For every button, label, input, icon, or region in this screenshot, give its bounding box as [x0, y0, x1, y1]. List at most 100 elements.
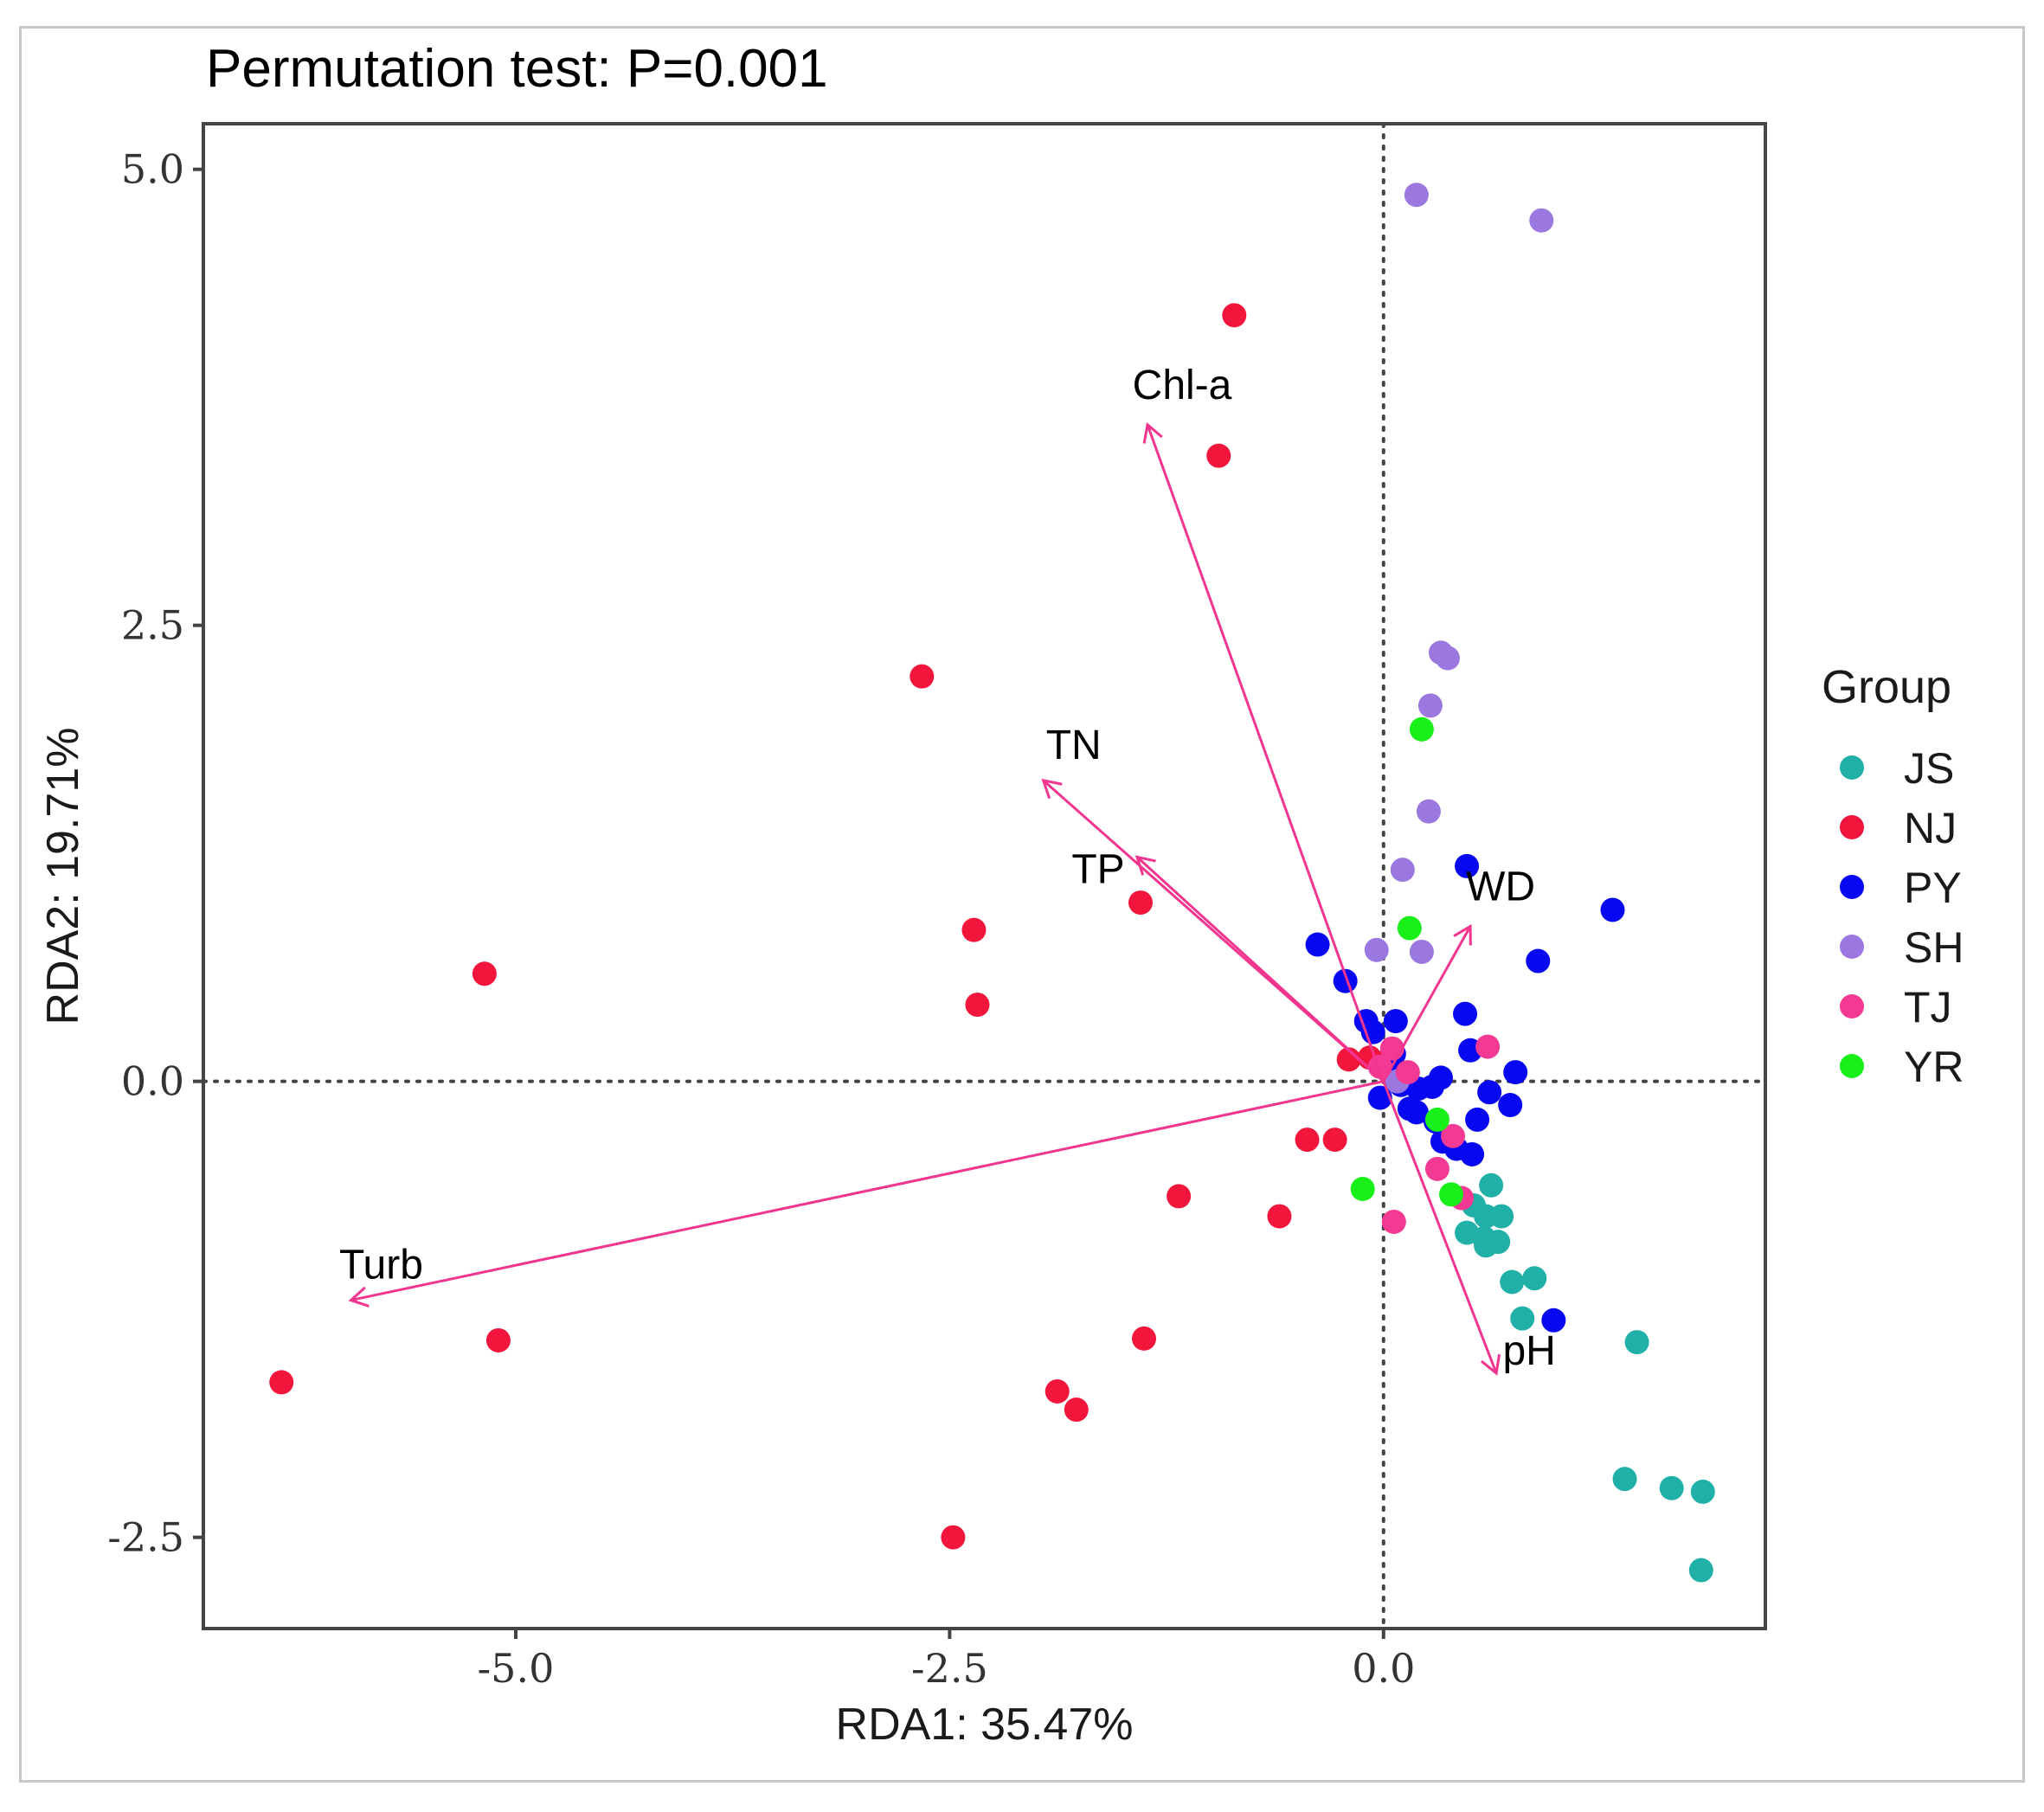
point-py	[1465, 1107, 1490, 1132]
legend-key-tj	[1840, 994, 1864, 1018]
point-sh	[1417, 693, 1443, 718]
vector-label: pH	[1502, 1328, 1555, 1374]
y-tick-label: -2.5	[107, 1514, 184, 1561]
legend-key-yr	[1840, 1054, 1864, 1078]
point-nj	[1206, 443, 1231, 468]
legend-title: Group	[1822, 661, 1951, 713]
vector-turb	[350, 1080, 1385, 1302]
point-nj	[1128, 890, 1153, 916]
legend-label: JS	[1904, 744, 1954, 793]
point-py	[1305, 932, 1330, 957]
point-tj	[1441, 1123, 1465, 1148]
point-tj	[1381, 1209, 1406, 1234]
scatter-points	[269, 183, 1715, 1583]
x-tick-label: 0.0	[1352, 1645, 1415, 1692]
point-nj	[1222, 303, 1247, 328]
x-tick-label: -2.5	[911, 1645, 988, 1692]
point-nj	[1132, 1326, 1157, 1351]
legend-key-js	[1840, 755, 1864, 780]
point-nj	[485, 1327, 511, 1353]
point-nj	[965, 993, 990, 1018]
point-sh	[1390, 858, 1415, 883]
vector-tp	[1135, 856, 1385, 1083]
point-js	[1474, 1233, 1499, 1258]
point-nj	[941, 1525, 966, 1550]
point-sh	[1529, 208, 1554, 233]
point-py	[1503, 1060, 1528, 1085]
vector-label: TP	[1071, 846, 1124, 892]
x-axis-title: RDA1: 35.47%	[836, 1700, 1134, 1750]
point-nj	[269, 1370, 294, 1395]
vector-wd	[1382, 925, 1472, 1083]
vector-label: Turb	[339, 1243, 423, 1288]
legend: Group JS NJ PY SH TJ YR	[1822, 661, 1964, 1091]
y-tick-label: 5.0	[121, 146, 184, 193]
point-js	[1489, 1204, 1514, 1229]
vector-label: WD	[1466, 864, 1535, 909]
legend-label: NJ	[1904, 804, 1957, 852]
point-nj	[1322, 1128, 1347, 1153]
point-yr	[1424, 1107, 1449, 1132]
vector-arrowhead	[1453, 923, 1472, 946]
point-py	[1600, 897, 1625, 922]
point-sh	[1404, 183, 1429, 208]
point-tj	[1475, 1034, 1501, 1059]
point-py	[1383, 1009, 1408, 1034]
point-js	[1522, 1266, 1547, 1291]
plot-panel	[202, 122, 1767, 1630]
point-nj	[1336, 1047, 1361, 1072]
point-py	[1541, 1308, 1566, 1333]
y-axis-title: RDA2: 19.71%	[38, 728, 88, 1025]
point-sh	[1416, 799, 1441, 824]
point-js	[1624, 1330, 1649, 1355]
y-tick-label: 0.0	[121, 1058, 184, 1105]
environment-vectors: Chl-a TN TP Turb WD pH	[339, 363, 1556, 1376]
vector-arrowhead	[348, 1286, 370, 1308]
axis-ticks: -5.0 -2.5 0.0 -2.5 0.0 2.5 5.0	[107, 146, 1415, 1692]
point-nj	[1167, 1184, 1192, 1209]
legend-key-nj	[1840, 815, 1864, 839]
vector-arrowhead	[1041, 778, 1063, 800]
point-sh	[1409, 939, 1434, 964]
point-js	[1659, 1475, 1684, 1500]
point-py	[1455, 853, 1480, 878]
point-yr	[1397, 916, 1422, 941]
point-js	[1612, 1467, 1637, 1492]
point-tj	[1424, 1156, 1449, 1181]
point-js	[1510, 1306, 1535, 1331]
point-py	[1453, 1001, 1478, 1026]
legend-label: PY	[1904, 864, 1962, 912]
vector-label: TN	[1046, 723, 1102, 768]
legend-label: SH	[1904, 923, 1964, 972]
vector-chl-a	[1146, 424, 1385, 1083]
point-py	[1460, 1141, 1485, 1166]
point-py	[1526, 948, 1551, 973]
vector-label: Chl-a	[1133, 363, 1232, 408]
point-js	[1690, 1479, 1715, 1504]
point-py	[1367, 1085, 1392, 1110]
vector-ph	[1382, 1081, 1498, 1374]
chart-title: Permutation test: P=0.001	[206, 39, 828, 99]
point-nj	[910, 664, 935, 689]
point-py	[1404, 1100, 1429, 1125]
point-tj	[1395, 1060, 1420, 1085]
legend-label: TJ	[1904, 983, 1952, 1031]
point-nj	[1064, 1398, 1089, 1423]
vector-arrowhead	[1142, 421, 1163, 444]
point-nj	[1267, 1204, 1292, 1229]
point-js	[1688, 1558, 1713, 1583]
point-yr	[1438, 1182, 1463, 1207]
point-js	[1500, 1269, 1525, 1295]
x-tick-label: -5.0	[478, 1645, 555, 1692]
vector-arrowhead	[1481, 1353, 1501, 1376]
point-nj	[1044, 1378, 1070, 1404]
y-tick-label: 2.5	[121, 602, 184, 649]
point-py	[1333, 968, 1358, 993]
vector-arrowhead	[1134, 855, 1156, 876]
point-sh	[1435, 646, 1460, 671]
point-nj	[472, 961, 497, 986]
point-py	[1477, 1080, 1502, 1105]
point-sh	[1364, 937, 1389, 962]
point-js	[1479, 1173, 1504, 1198]
